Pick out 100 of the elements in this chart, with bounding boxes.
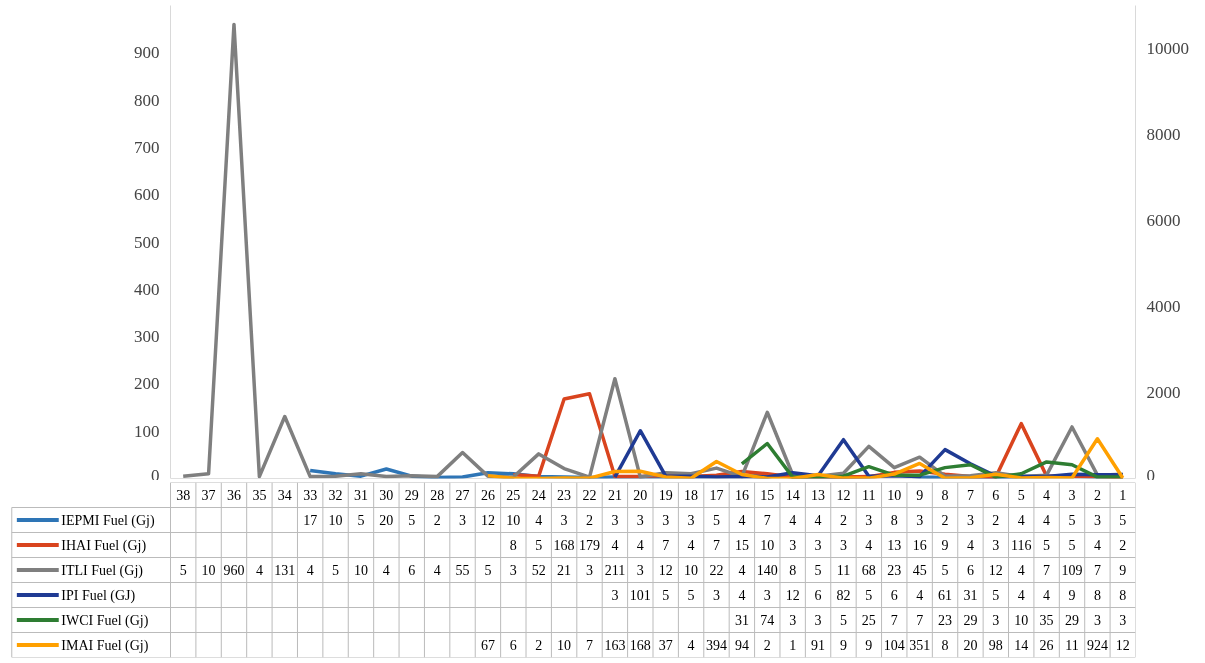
data-label: 10 <box>201 563 216 578</box>
data-label: 5 <box>941 563 949 578</box>
data-label: 3 <box>966 513 974 528</box>
x-tick-label: 8 <box>941 488 949 503</box>
x-tick-label: 23 <box>557 488 572 503</box>
x-tick-label: 5 <box>1017 488 1025 503</box>
data-label: 10 <box>684 563 699 578</box>
data-label: 10 <box>1014 613 1029 628</box>
x-tick-label: 31 <box>353 488 368 503</box>
data-label: 3 <box>992 538 1000 553</box>
data-label: 61 <box>938 588 953 603</box>
data-label: 163 <box>604 638 626 653</box>
x-tick-label: 25 <box>506 488 521 503</box>
data-label: 10 <box>557 638 572 653</box>
data-label: 94 <box>734 638 749 653</box>
data-label: 960 <box>223 563 245 578</box>
data-label: 5 <box>1068 513 1076 528</box>
x-tick-label: 26 <box>480 488 495 503</box>
data-label: 3 <box>509 563 517 578</box>
data-label: 5 <box>814 563 822 578</box>
data-label: 3 <box>789 538 797 553</box>
data-label: 4 <box>865 538 873 553</box>
data-label: 25 <box>861 613 876 628</box>
data-label: 131 <box>274 563 296 578</box>
x-tick-label: 20 <box>633 488 648 503</box>
x-tick-label: 34 <box>277 488 292 503</box>
y-tick-label: 600 <box>134 185 160 205</box>
data-label: 4 <box>789 513 797 528</box>
data-label: 1 <box>789 638 797 653</box>
data-label: 3 <box>763 588 771 603</box>
x-tick-label: 12 <box>836 488 851 503</box>
data-label: 2 <box>839 513 847 528</box>
data-label: 4 <box>636 538 644 553</box>
data-label: 7 <box>763 513 771 528</box>
data-label: 5 <box>712 513 720 528</box>
x-tick-label: 27 <box>455 488 470 503</box>
data-label: 4 <box>255 563 263 578</box>
y-tick-label: 700 <box>134 137 160 157</box>
data-label: 3 <box>814 613 822 628</box>
data-label: 7 <box>1043 563 1051 578</box>
x-tick-label: 13 <box>811 488 826 503</box>
data-label: 3 <box>636 513 644 528</box>
data-label: 4 <box>1043 588 1051 603</box>
data-label: 29 <box>1065 613 1080 628</box>
data-label: 109 <box>1061 563 1083 578</box>
data-label: 10 <box>353 563 368 578</box>
x-tick-label: 15 <box>760 488 775 503</box>
data-label: 116 <box>1010 538 1032 553</box>
data-label: 2 <box>992 513 1000 528</box>
data-label: 3 <box>687 513 695 528</box>
data-label: 4 <box>382 563 390 578</box>
data-label: 8 <box>941 638 949 653</box>
x-tick-label: 18 <box>684 488 699 503</box>
data-label: 7 <box>890 613 898 628</box>
data-label: 4 <box>1043 513 1051 528</box>
data-label: 4 <box>1017 563 1025 578</box>
data-label: 7 <box>1093 563 1101 578</box>
data-label: 3 <box>865 513 873 528</box>
x-tick-label: 28 <box>430 488 445 503</box>
x-tick-label: 16 <box>734 488 749 503</box>
x-tick-label: 14 <box>785 488 800 503</box>
data-label: 5 <box>408 513 416 528</box>
legend-label: IWCI Fuel (Gj) <box>61 612 149 629</box>
data-label: 4 <box>1017 588 1025 603</box>
data-label: 37 <box>658 638 673 653</box>
y-tick-label: 800 <box>134 90 160 110</box>
data-label: 4 <box>687 538 695 553</box>
data-label: 12 <box>658 563 673 578</box>
data-label: 3 <box>586 563 594 578</box>
data-label: 2 <box>941 513 949 528</box>
data-label: 4 <box>687 638 695 653</box>
data-label: 3 <box>611 513 619 528</box>
data-label: 3 <box>1093 513 1101 528</box>
data-label: 2 <box>433 513 441 528</box>
data-label: 20 <box>963 638 978 653</box>
y-tick-label: 200 <box>134 374 160 394</box>
y2-tick-label: 2000 <box>1146 383 1181 402</box>
data-label: 4 <box>1017 513 1025 528</box>
y-tick-label: 0 <box>151 465 160 485</box>
data-label: 22 <box>709 563 724 578</box>
data-label: 6 <box>509 638 517 653</box>
data-label: 23 <box>938 613 953 628</box>
data-label: 15 <box>734 538 749 553</box>
data-label: 20 <box>379 513 394 528</box>
data-label: 67 <box>480 638 495 653</box>
data-label: 10 <box>760 538 775 553</box>
data-label: 55 <box>455 563 470 578</box>
x-tick-label: 36 <box>226 488 241 503</box>
data-label: 6 <box>966 563 974 578</box>
data-label: 168 <box>553 538 575 553</box>
x-tick-label: 37 <box>201 488 216 503</box>
x-tick-label: 29 <box>404 488 419 503</box>
data-label: 8 <box>890 513 898 528</box>
x-tick-label: 33 <box>303 488 318 503</box>
y2-tick-label: 8000 <box>1146 125 1181 144</box>
data-label: 68 <box>861 563 876 578</box>
x-tick-label: 1 <box>1119 488 1127 503</box>
data-label: 12 <box>988 563 1003 578</box>
data-label: 4 <box>966 538 974 553</box>
data-label: 4 <box>535 513 543 528</box>
